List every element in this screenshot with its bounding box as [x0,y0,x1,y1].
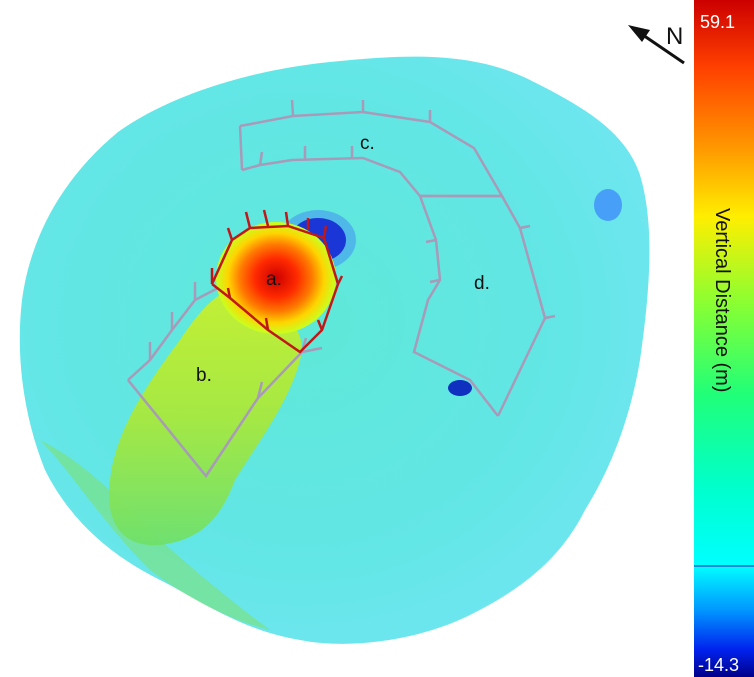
north-arrow: N [628,23,685,65]
colorbar-gradient [694,0,754,677]
small-depression-1 [448,380,472,396]
summit-dome [216,222,336,334]
region-a-label: a. [266,269,282,290]
small-depression-2 [594,189,622,221]
colorbar-max-label: 59.1 [700,12,735,32]
colorbar: 59.1 -14.3 Vertical Distance (m) [694,0,754,677]
colorbar-title: Vertical Distance (m) [711,208,733,393]
volcano-surface [19,56,650,644]
north-arrow-head [628,25,650,42]
colorbar-min-label: -14.3 [698,655,739,675]
north-label: N [666,23,683,50]
region-d-outline [412,194,556,417]
north-arrow-shaft [639,31,685,65]
lobe-b-fill [109,290,302,546]
region-c-label: c. [360,133,375,154]
region-d-label: d. [474,273,490,294]
region-a-outline [210,209,344,354]
region-b-label: b. [196,365,212,386]
